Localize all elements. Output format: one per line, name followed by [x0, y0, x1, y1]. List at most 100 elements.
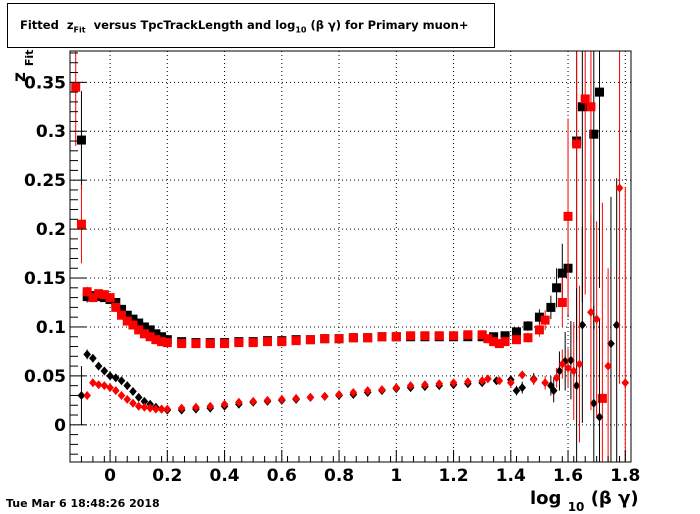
data-point-square: [557, 268, 567, 278]
data-point-diamond: [117, 390, 126, 400]
data-point-square: [277, 337, 287, 347]
data-point-square: [220, 339, 230, 349]
data-point-diamond: [263, 395, 272, 405]
x-tick-label: 1.6: [553, 466, 583, 486]
data-point-square: [434, 331, 444, 341]
series-3: [83, 51, 630, 462]
data-point-diamond: [106, 383, 114, 393]
data-point-square: [589, 129, 599, 139]
y-tick-label: 0: [54, 416, 66, 436]
data-point-diamond: [564, 363, 572, 373]
data-point-diamond: [549, 386, 558, 396]
x-axis-title-rest: (β γ): [591, 488, 639, 509]
data-point-diamond: [100, 381, 109, 391]
data-point-square: [377, 332, 387, 342]
data-point-square: [122, 316, 132, 326]
data-point-square: [177, 339, 187, 349]
data-point-square: [534, 312, 544, 322]
data-point-diamond: [140, 402, 149, 412]
x-tick-label: 0.6: [267, 466, 297, 486]
data-point-diamond: [349, 388, 358, 398]
data-point-square: [191, 339, 201, 349]
data-point-diamond: [558, 359, 567, 369]
y-tick-label: 0.3: [36, 122, 66, 142]
title-z-sub: Fit: [73, 25, 86, 35]
data-point-square: [449, 331, 459, 341]
plot-frame: [69, 50, 632, 463]
data-point-square: [523, 333, 533, 343]
data-point-diamond: [106, 371, 114, 381]
data-point-diamond: [552, 373, 561, 383]
data-point-diamond: [518, 370, 527, 380]
data-point-diamond: [572, 381, 581, 391]
data-point-diamond: [152, 404, 160, 414]
data-point-diamond: [435, 379, 444, 389]
y-tick-label: 0.25: [24, 171, 66, 191]
data-point-diamond: [320, 391, 329, 401]
data-point-diamond: [123, 394, 132, 404]
data-point-diamond: [77, 390, 86, 400]
data-point-diamond: [449, 378, 458, 388]
data-point-square: [595, 87, 605, 97]
data-point-square: [597, 393, 607, 403]
data-point-square: [500, 337, 510, 347]
x-tick-label: 0.8: [324, 466, 354, 486]
title-box: Fitted zFit versus TpcTrackLength and lo…: [7, 3, 495, 48]
series-0: [76, 51, 605, 348]
data-point-diamond: [140, 396, 149, 406]
data-point-diamond: [529, 375, 538, 385]
data-point-diamond: [111, 373, 120, 383]
data-point-diamond: [94, 380, 103, 390]
data-point-square: [134, 318, 144, 328]
data-point-square: [151, 329, 161, 339]
x-tick-label: 1: [390, 466, 402, 486]
data-point-square: [546, 302, 556, 312]
data-point-square: [76, 135, 86, 145]
data-point-square: [363, 333, 373, 343]
title-middle: versus TpcTrackLength and log: [93, 18, 296, 32]
data-point-square: [134, 325, 144, 335]
data-point-square: [157, 332, 167, 342]
data-point-diamond: [607, 339, 615, 349]
data-point-diamond: [595, 412, 604, 422]
data-point-diamond: [518, 383, 527, 393]
axis-ticks: [69, 52, 626, 462]
data-point-diamond: [578, 320, 587, 330]
timestamp: Tue Mar 6 18:48:26 2018: [6, 497, 160, 510]
grid: [70, 51, 631, 462]
data-point-diamond: [575, 359, 584, 369]
data-point-diamond: [146, 403, 154, 413]
title-prefix: Fitted: [20, 18, 59, 32]
data-point-square: [577, 102, 587, 112]
data-point-square: [145, 332, 155, 342]
data-point-diamond: [306, 392, 315, 402]
data-point-square: [262, 337, 272, 347]
data-point-square: [512, 335, 522, 345]
chart-title: Fitted zFit versus TpcTrackLength and lo…: [20, 18, 468, 34]
data-point-diamond: [83, 349, 91, 359]
data-point-diamond: [134, 401, 143, 411]
x-tick-label: 1.4: [496, 466, 526, 486]
y-tick-label: 0.05: [24, 367, 66, 387]
data-point-diamond: [506, 378, 515, 388]
data-point-square: [563, 211, 573, 221]
data-point-diamond: [163, 404, 172, 414]
data-point-square: [128, 320, 138, 330]
data-point-diamond: [612, 320, 621, 330]
data-point-square: [580, 94, 590, 104]
x-tick-label: 1.2: [438, 466, 468, 486]
data-point-square: [477, 330, 487, 340]
data-point-diamond: [278, 394, 286, 404]
data-point-diamond: [335, 389, 343, 399]
data-point-diamond: [111, 386, 120, 396]
data-point-diamond: [541, 378, 549, 388]
data-point-square: [420, 331, 430, 341]
data-point-diamond: [587, 307, 595, 317]
data-point-square: [540, 315, 550, 325]
tick-labels: 0 0.2 0.4 0.6 0.8 1 1.2 1.4 1.6 1.8 0 0.05 0.1 0.15 0.…: [24, 73, 640, 486]
data-point-diamond: [83, 390, 91, 400]
data-point-square: [139, 329, 149, 339]
data-point-square: [111, 297, 121, 307]
data-point-square: [117, 310, 127, 320]
